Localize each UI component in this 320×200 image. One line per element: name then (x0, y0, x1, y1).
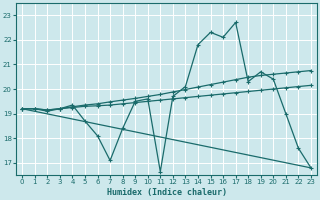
X-axis label: Humidex (Indice chaleur): Humidex (Indice chaleur) (107, 188, 227, 197)
